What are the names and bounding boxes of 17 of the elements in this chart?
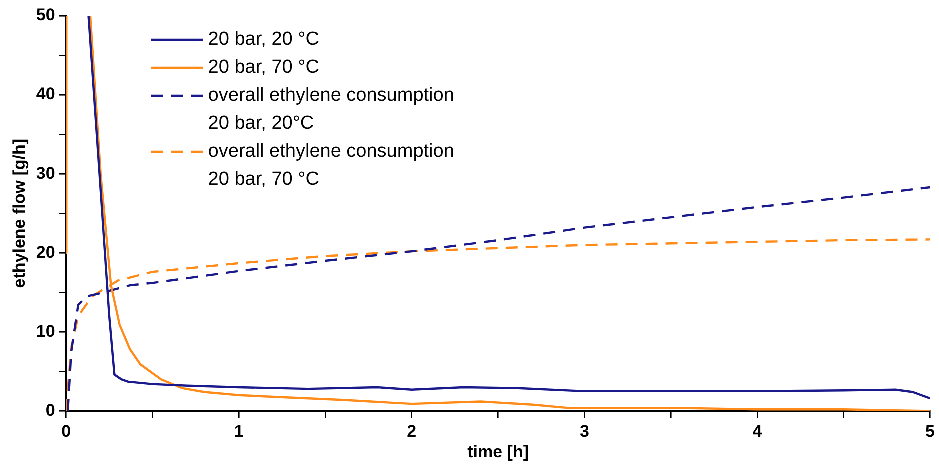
x-tick-label: 0 (62, 422, 72, 442)
y-tick-label: 10 (36, 322, 56, 341)
y-axis-title: ethylene flow [g/h] (10, 138, 29, 288)
x-tick-label: 4 (752, 422, 763, 442)
legend-label: 20 bar, 20 °C (208, 29, 320, 50)
legend-label: 20 bar, 70 °C (208, 57, 320, 78)
x-tick-label: 5 (926, 422, 936, 442)
y-tick-label: 20 (36, 242, 56, 262)
y-tick-label: 30 (36, 164, 56, 183)
legend-label: overall ethylene consumption 20 bar, 70 °C (208, 141, 454, 190)
x-axis-title: time [h] (468, 442, 529, 462)
y-tick-label: 50 (36, 6, 56, 25)
y-tick-label: 40 (36, 84, 56, 104)
x-tick-label: 1 (234, 422, 244, 442)
x-tick-label: 2 (407, 422, 417, 442)
x-tick-label: 3 (580, 422, 590, 442)
y-tick-label: 0 (46, 400, 56, 420)
